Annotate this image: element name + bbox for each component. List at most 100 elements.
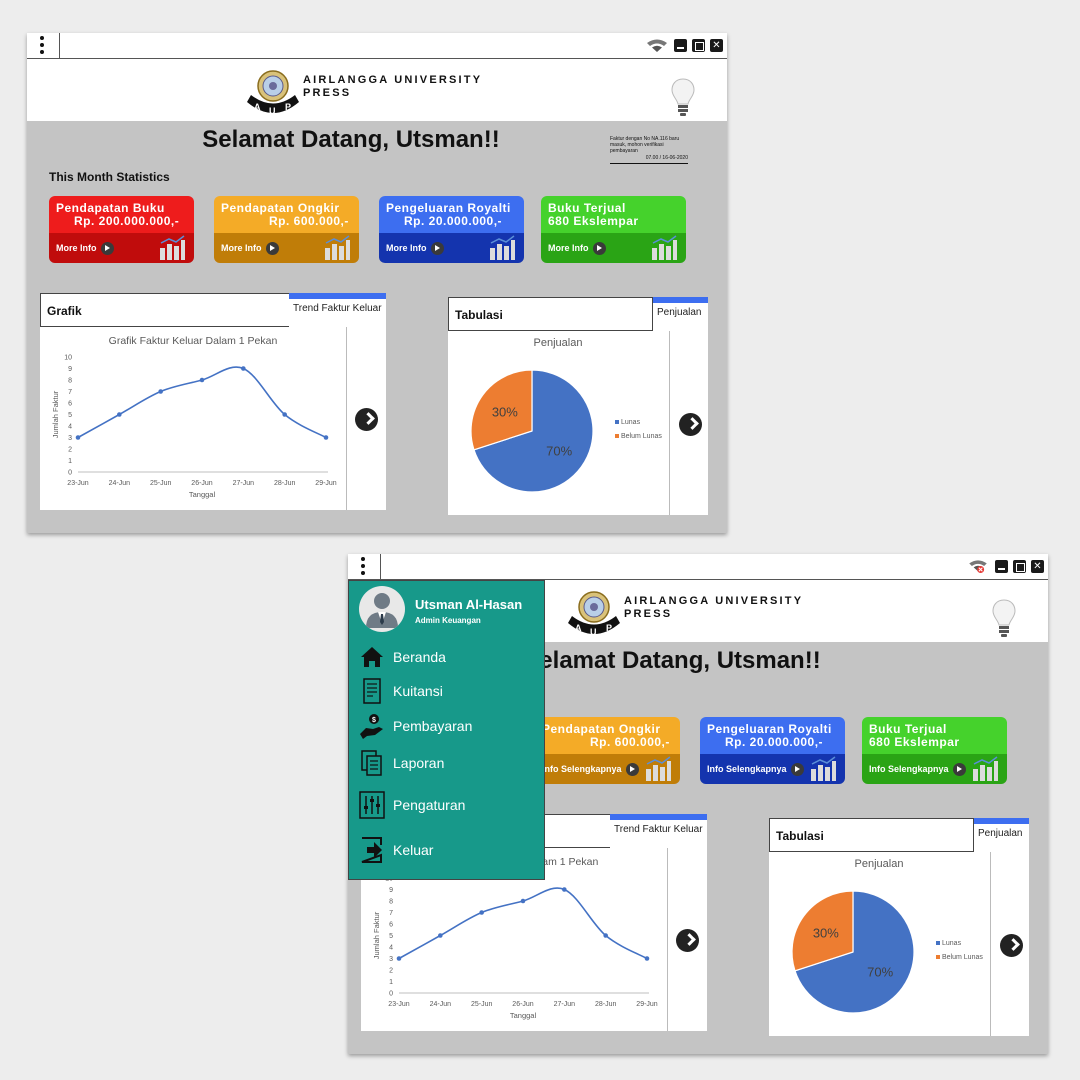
info-selengkapnya-link[interactable]: Info Selengkapnya (707, 762, 804, 776)
lightbulb-icon[interactable] (669, 77, 697, 117)
arrow-right-icon (625, 762, 639, 776)
y-axis-label: Jumlah Faktur (372, 911, 381, 959)
line-chart: Grafik Faktur Keluar Dalam 1 Pekan 0 1 2 3 4 5… (51, 335, 337, 499)
next-table-button[interactable] (679, 413, 702, 436)
sidebar-item-keluar[interactable]: Keluar (359, 836, 539, 864)
sidebar-item-label: Kuitansi (393, 683, 443, 699)
y-tick-label: 7 (68, 389, 72, 396)
next-chart-button[interactable] (355, 408, 378, 431)
grafik-header-label: Grafik (47, 304, 82, 318)
y-tick-label: 7 (389, 910, 393, 917)
user-name: Utsman Al-Hasan (415, 597, 523, 612)
brand-name-line2: PRESS (624, 608, 673, 620)
info-selengkapnya-link[interactable]: Info Selengkapnya (869, 762, 966, 776)
bar-chart-icon (490, 235, 515, 260)
tab-label: Penjualan (978, 828, 1023, 839)
tab-trend-faktur-keluar[interactable]: Trend Faktur Keluar (610, 814, 707, 848)
arrow-right-icon (265, 241, 279, 255)
sidebar-item-pembayaran[interactable]: $ Pembayaran (359, 712, 539, 740)
brand-name: AIRLANGGA UNIVERSITY PRESS (303, 74, 482, 100)
tab-penjualan[interactable]: Penjualan (653, 297, 708, 331)
more-info-link[interactable]: More Info (548, 241, 606, 255)
brand-name-line2: PRESS (303, 87, 352, 99)
tab-label: Trend Faktur Keluar (614, 824, 703, 835)
next-chart-button[interactable] (676, 929, 699, 952)
card-value: 680 Ekslempar (548, 214, 639, 228)
card-title: Pendapatan Buku (56, 201, 165, 215)
sidebar-item-label: Pengaturan (393, 797, 466, 813)
more-info-link[interactable]: More Info (386, 241, 444, 255)
bar-chart-icon (325, 235, 350, 260)
data-point (644, 956, 650, 961)
stat-card-pengeluaran-royalti[interactable]: Pengeluaran Royalti Rp. 20.000.000,- Mor… (379, 196, 524, 263)
window-tray: ✕ (966, 559, 1044, 573)
svg-text:U: U (590, 627, 597, 637)
stat-card-buku-terjual[interactable]: Buku Terjual 680 Ekslempar More Info (541, 196, 686, 263)
kebab-menu-icon[interactable] (360, 557, 366, 577)
x-tick-label: 23-Jun (388, 1001, 410, 1008)
card-top: Buku Terjual 680 Ekslempar (862, 717, 1007, 754)
grafik-divider (346, 327, 347, 510)
data-point (199, 377, 205, 383)
sidebar-item-label: Beranda (393, 649, 446, 665)
stat-card-pendapatan-ongkir[interactable]: Pendapatan Ongkir Rp. 600.000,- Info Sel… (535, 717, 680, 784)
maximize-button[interactable] (1013, 559, 1026, 573)
x-tick-label: 25-Jun (471, 1001, 493, 1008)
info-selengkapnya-link[interactable]: Info Selengkapnya (542, 762, 639, 776)
x-tick-label: 23-Jun (67, 480, 89, 487)
data-point (479, 910, 484, 915)
minimize-button[interactable] (674, 38, 687, 52)
arrow-right-icon (790, 762, 804, 776)
y-tick-label: 9 (389, 887, 393, 894)
sidebar-item-kuitansi[interactable]: Kuitansi (359, 677, 539, 705)
data-point (520, 898, 526, 904)
next-table-button[interactable] (1000, 934, 1023, 957)
card-title: Pendapatan Ongkir (542, 722, 661, 736)
close-button[interactable]: ✕ (710, 38, 723, 52)
sidebar-item-label: Laporan (393, 755, 445, 771)
series-line (77, 366, 327, 439)
card-title: Buku Terjual (869, 722, 947, 736)
y-tick-label: 0 (389, 991, 393, 998)
notification-note[interactable]: Faktur dengan No NA.116 baru masuk, moho… (610, 136, 688, 164)
more-info-label: More Info (56, 243, 97, 253)
svg-text:A: A (575, 623, 582, 633)
minimize-button[interactable] (995, 559, 1008, 573)
more-info-link[interactable]: More Info (221, 241, 279, 255)
more-info-link[interactable]: More Info (56, 241, 114, 255)
aup-logo: A U P (247, 70, 299, 116)
card-value: Rp. 20.000.000,- (725, 735, 824, 749)
stat-card-pendapatan-ongkir[interactable]: Pendapatan Ongkir Rp. 600.000,- More Inf… (214, 196, 359, 263)
y-tick-label: 4 (68, 424, 72, 431)
card-top: Pendapatan Ongkir Rp. 600.000,- (535, 717, 680, 754)
x-tick-label: 24-Jun (109, 480, 131, 487)
pie-value-label: 30% (813, 925, 839, 940)
dashboard-window-sidebar-open: ✕ A U P AIRLANGGA UNIVERSITY PRESS Selam… (348, 554, 1048, 1054)
tab-trend-faktur-keluar[interactable]: Trend Faktur Keluar (289, 293, 386, 327)
legend-label: Belum Lunas (942, 954, 983, 961)
tabulasi-box: Tabulasi Penjualan Penjualan 70% 30% Lunas B… (769, 818, 1029, 1036)
x-tick-label: 24-Jun (430, 1001, 452, 1008)
more-info-label: More Info (386, 243, 427, 253)
stat-card-pengeluaran-royalti[interactable]: Pengeluaran Royalti Rp. 20.000.000,- Inf… (700, 717, 845, 784)
sidebar-item-laporan[interactable]: Laporan (359, 749, 539, 777)
wifi-icon (647, 39, 667, 52)
lightbulb-icon[interactable] (990, 598, 1018, 638)
sidebar-item-pengaturan[interactable]: Pengaturan (359, 791, 539, 819)
close-button[interactable]: ✕ (1031, 559, 1044, 573)
svg-text:P: P (285, 102, 291, 112)
data-point (323, 435, 329, 440)
tab-penjualan[interactable]: Penjualan (974, 818, 1029, 852)
tabulasi-header-label: Tabulasi (455, 308, 503, 322)
kebab-menu-icon[interactable] (39, 36, 45, 56)
data-point (438, 933, 443, 938)
card-bottom: Info Selengkapnya (862, 754, 1007, 784)
menu-zone (348, 554, 381, 580)
bar-chart-icon (160, 235, 185, 260)
maximize-button[interactable] (692, 38, 705, 52)
series-line (398, 887, 648, 960)
stat-card-pendapatan-buku[interactable]: Pendapatan Buku Rp. 200.000.000,- More I… (49, 196, 194, 263)
avatar[interactable] (359, 586, 405, 632)
sidebar-item-beranda[interactable]: Beranda (359, 643, 539, 671)
stat-card-buku-terjual[interactable]: Buku Terjual 680 Ekslempar Info Selengka… (862, 717, 1007, 784)
